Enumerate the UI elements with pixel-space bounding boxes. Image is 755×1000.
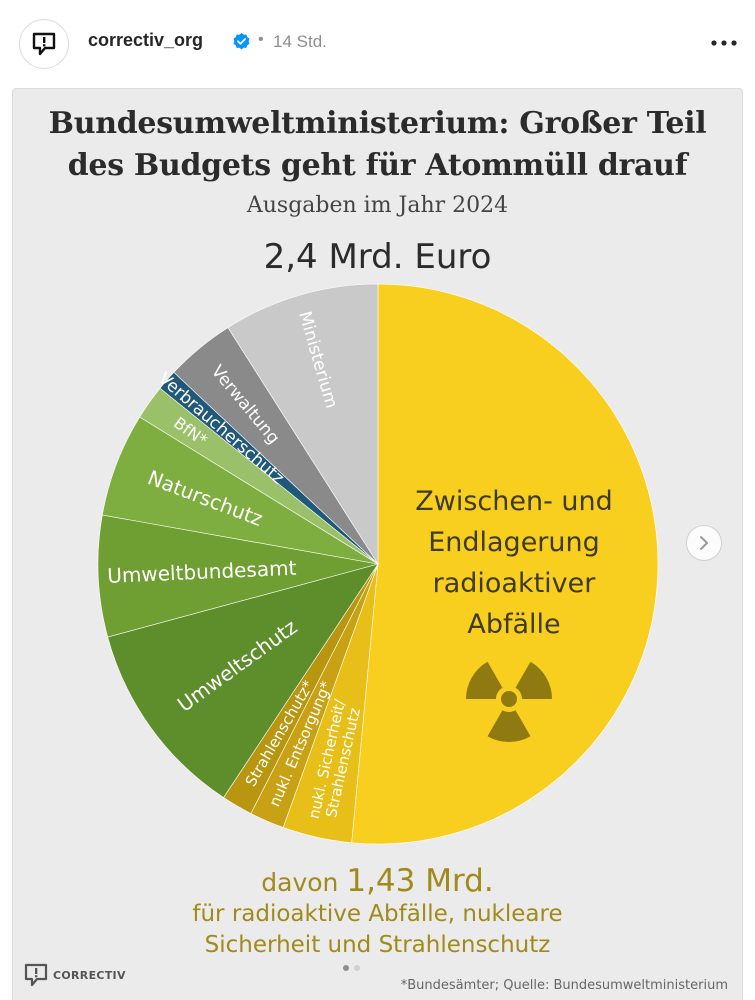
profile-avatar[interactable]: [19, 19, 69, 69]
radiation-icon: [466, 661, 552, 743]
post-username[interactable]: correctiv_org: [88, 30, 204, 50]
post-image[interactable]: Bundesumweltministerium: Großer Teil des…: [12, 88, 743, 1000]
post-header: correctiv_org • 14 Std.: [0, 0, 755, 88]
carousel-next-button[interactable]: [686, 525, 722, 561]
more-horizontal-icon: [711, 40, 737, 46]
big-label-line-1: Zwischen- und: [415, 486, 613, 517]
carousel-dot: [354, 965, 360, 971]
correctiv-logo-icon: [32, 32, 56, 56]
chevron-right-icon: [700, 536, 708, 550]
pie-slice: [107, 563, 379, 798]
davon-amount: 1,43 Mrd.: [346, 863, 494, 899]
big-label-line-4: Abfälle: [467, 609, 560, 640]
infographic-title: Bundesumweltministerium: Großer Teil des…: [13, 103, 742, 187]
pie-slice: [97, 514, 379, 638]
carousel-dots: [343, 965, 360, 971]
infographic-subtitle: Ausgaben im Jahr 2024: [246, 193, 509, 218]
separator-dot: •: [258, 31, 264, 48]
big-label-line-3: radioaktiver: [433, 568, 597, 599]
correctiv-brand: CORRECTIV: [23, 962, 126, 988]
more-options-button[interactable]: [708, 28, 740, 58]
total-amount: 2,4 Mrd. Euro: [263, 237, 492, 277]
davon-summary: davon 1,43 Mrd.: [13, 863, 742, 899]
pie-slice: [351, 283, 659, 845]
verified-badge-icon: [233, 32, 250, 50]
source-footnote: *Bundesämter; Quelle: Bundesumweltminist…: [400, 978, 728, 993]
davon-prefix: davon: [261, 868, 339, 897]
davon-line-2: für radioaktive Abfälle, nukleare: [192, 901, 563, 927]
pie-slice: [227, 283, 379, 566]
title-line-1: Bundesumweltministerium: Großer Teil: [48, 106, 707, 141]
davon-line-3: Sicherheit und Strahlenschutz: [204, 932, 551, 958]
brand-name: CORRECTIV: [53, 968, 126, 982]
big-label-line-2: Endlagerung: [428, 527, 600, 558]
post-timestamp[interactable]: 14 Std.: [273, 32, 327, 51]
correctiv-logo-icon: [24, 963, 48, 987]
title-line-2: des Budgets geht für Atommüll drauf: [67, 148, 688, 183]
carousel-dot: [343, 965, 349, 971]
